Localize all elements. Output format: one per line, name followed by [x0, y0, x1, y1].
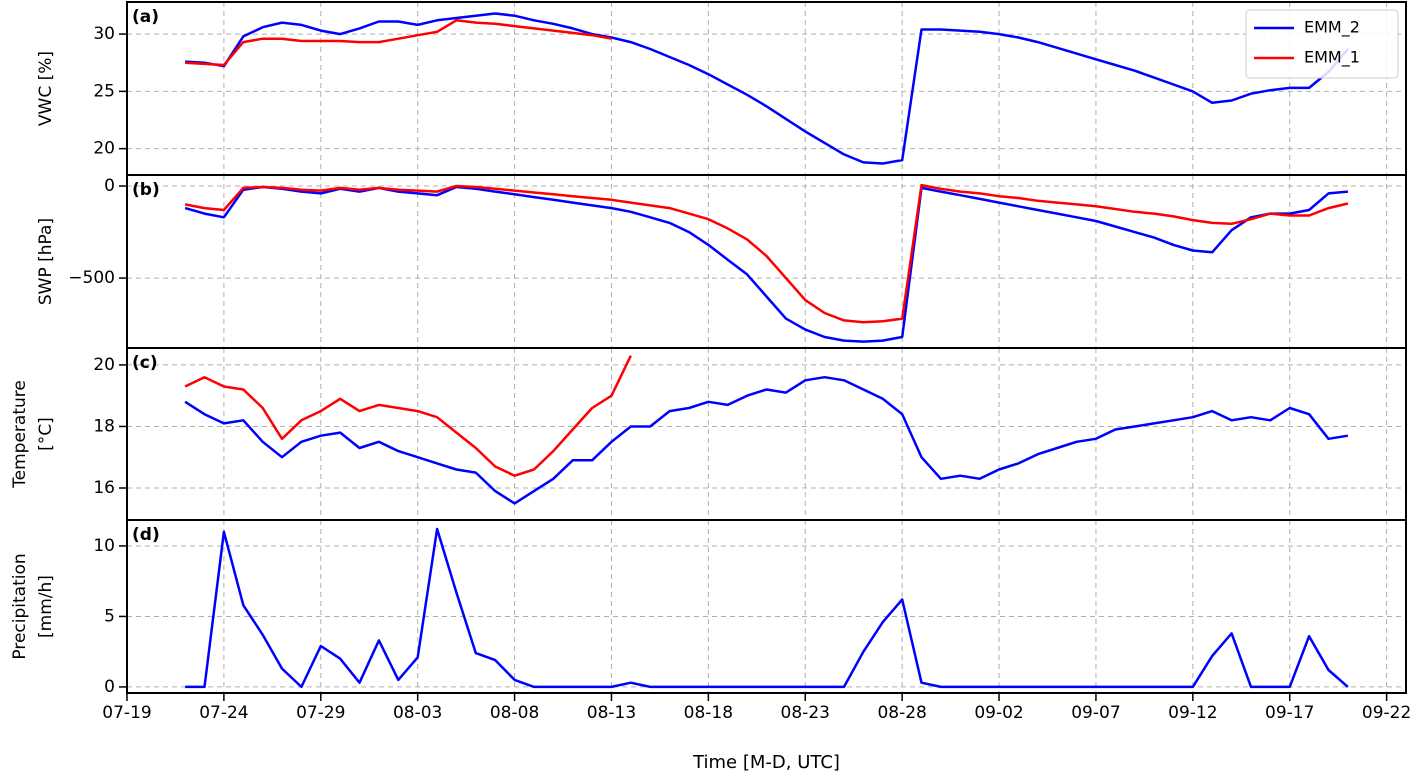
x-tick-label: 09-17	[1265, 703, 1314, 723]
y-tick-label: 20	[93, 355, 115, 375]
legend-label: EMM_1	[1304, 48, 1360, 68]
panel-frame	[126, 174, 1407, 349]
panel-frame	[126, 519, 1407, 694]
legend-label: EMM_2	[1304, 18, 1360, 38]
x-tick-label: 07-24	[199, 703, 248, 723]
y-tick-label: −500	[68, 268, 115, 288]
y-axis-label: [mm/h]	[36, 575, 56, 638]
x-tick-label: 07-29	[296, 703, 345, 723]
x-tick-label: 08-13	[587, 703, 636, 723]
y-axis-label: Temperature	[10, 380, 30, 489]
panel-label: (c)	[132, 353, 158, 373]
x-tick-label: 09-12	[1168, 703, 1217, 723]
y-tick-label: 16	[93, 478, 115, 498]
y-tick-label: 5	[104, 606, 115, 626]
y-tick-label: 30	[93, 24, 115, 44]
y-tick-label: 25	[93, 81, 115, 101]
x-tick-label: 07-19	[102, 703, 151, 723]
x-tick-label: 09-07	[1071, 703, 1120, 723]
series-line	[185, 19, 612, 67]
panel-frame	[126, 347, 1407, 521]
y-tick-label: 20	[93, 139, 115, 159]
series-line	[185, 12, 1349, 165]
panel-label: (a)	[132, 7, 159, 27]
y-tick-label: 0	[104, 176, 115, 196]
x-tick-label: 08-23	[781, 703, 830, 723]
x-tick-label: 08-28	[877, 703, 926, 723]
series-line	[184, 183, 1349, 324]
y-axis-label: Precipitation	[10, 553, 30, 659]
y-tick-label: 18	[93, 416, 115, 436]
x-tick-label: 09-02	[974, 703, 1023, 723]
series-line	[184, 185, 1349, 343]
series-line	[185, 527, 1349, 689]
y-tick-label: 0	[104, 677, 115, 697]
x-tick-label: 09-22	[1362, 703, 1411, 723]
panel-label: (d)	[132, 525, 160, 545]
y-axis-label: SWP [hPa]	[36, 218, 56, 305]
series-line	[184, 375, 1349, 505]
y-tick-label: 10	[93, 536, 115, 556]
x-tick-label: 08-03	[393, 703, 442, 723]
panel-label: (b)	[132, 180, 160, 200]
x-axis-label: Time [M-D, UTC]	[692, 752, 840, 773]
y-axis-label: VWC [%]	[36, 51, 56, 126]
series-line	[184, 355, 632, 477]
x-tick-label: 08-18	[684, 703, 733, 723]
x-tick-label: 08-08	[490, 703, 539, 723]
y-axis-label: [°C]	[36, 417, 56, 451]
